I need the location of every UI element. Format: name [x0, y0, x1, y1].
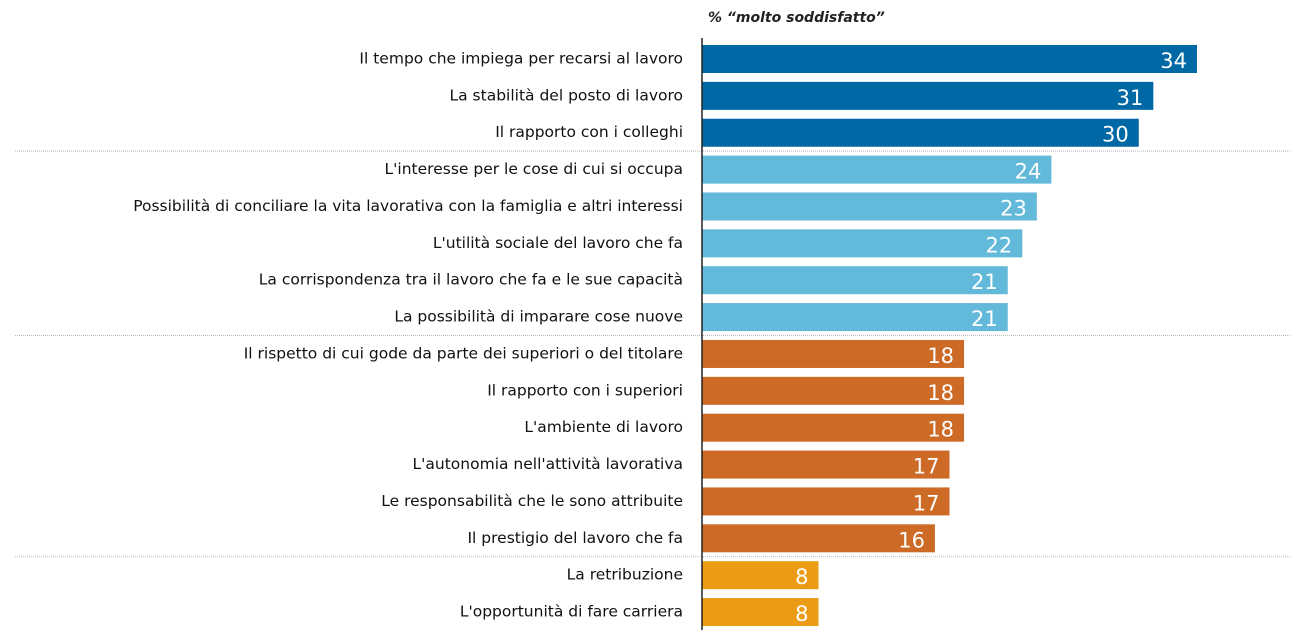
- bar: [702, 561, 819, 590]
- bar: [702, 339, 965, 368]
- category-label: La corrispondenza tra il lavoro che fa e…: [259, 271, 683, 289]
- category-label: L'opportunità di fare carriera: [460, 603, 683, 621]
- bar: [702, 229, 1023, 258]
- value-label: 18: [927, 418, 954, 442]
- category-label: L'utilità sociale del lavoro che fa: [433, 234, 683, 252]
- category-label: La stabilità del posto di lavoro: [449, 86, 683, 104]
- bar: [702, 413, 965, 442]
- value-label: 22: [986, 233, 1013, 257]
- bar: [702, 45, 1197, 73]
- category-label: La possibilità di imparare cose nuove: [394, 308, 683, 326]
- value-label: 34: [1160, 49, 1187, 73]
- value-label: 17: [913, 491, 940, 515]
- bar: [702, 266, 1008, 295]
- value-label: 8: [795, 565, 808, 589]
- chart-title: % “molto soddisfatto”: [708, 10, 885, 26]
- category-label: Il rispetto di cui gode da parte dei sup…: [244, 344, 683, 362]
- category-label: L'interesse per le cose di cui si occupa: [385, 160, 683, 178]
- value-label: 17: [913, 455, 940, 479]
- value-label: 18: [927, 381, 954, 405]
- value-label: 24: [1015, 160, 1042, 184]
- category-label: Le responsabilità che le sono attribuite: [381, 492, 683, 510]
- bar: [702, 192, 1037, 221]
- category-label: L'autonomia nell'attività lavorativa: [413, 455, 683, 473]
- category-label: La retribuzione: [567, 566, 683, 584]
- value-label: 16: [898, 528, 925, 552]
- value-label: 30: [1102, 123, 1129, 147]
- bar: [702, 118, 1139, 147]
- value-label: 18: [927, 344, 954, 368]
- bar: [702, 81, 1154, 110]
- category-label: Il rapporto con i superiori: [487, 381, 683, 399]
- bar: [702, 524, 935, 553]
- bar: [702, 598, 819, 627]
- category-label: Il tempo che impiega per recarsi al lavo…: [359, 50, 683, 68]
- bar: [702, 155, 1052, 184]
- value-label: 8: [795, 602, 808, 626]
- category-label: L'ambiente di lavoro: [524, 418, 683, 436]
- value-label: 21: [971, 270, 998, 294]
- category-label: Possibilità di conciliare la vita lavora…: [133, 197, 683, 215]
- value-label: 21: [971, 307, 998, 331]
- bar: [702, 487, 950, 516]
- bar: [702, 376, 965, 405]
- category-label: Il rapporto con i colleghi: [495, 123, 683, 141]
- value-label: 31: [1117, 86, 1144, 110]
- bar: [702, 303, 1008, 332]
- category-label: Il prestigio del lavoro che fa: [467, 529, 683, 547]
- value-label: 23: [1000, 196, 1027, 220]
- bar: [702, 450, 950, 479]
